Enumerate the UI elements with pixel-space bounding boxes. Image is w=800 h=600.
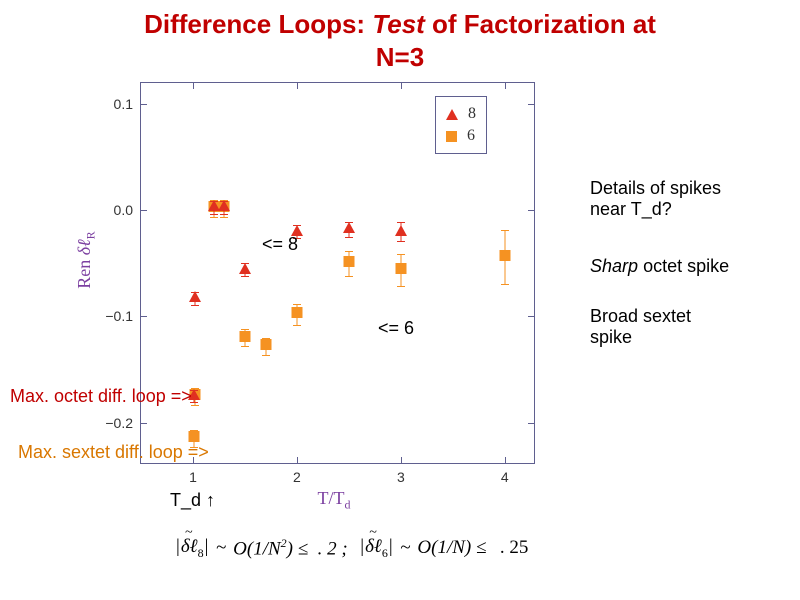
data-point-6 bbox=[395, 261, 406, 279]
data-point-6 bbox=[291, 305, 302, 323]
ytick-label: −0.2 bbox=[91, 415, 141, 431]
y-axis-label: Ren δℓR bbox=[74, 231, 99, 288]
data-point-8 bbox=[189, 289, 201, 307]
annotation-details: Details of spikes near T_d? bbox=[590, 178, 721, 220]
title-italic: Test bbox=[372, 9, 425, 39]
annotation-sharp: Sharp octet spike bbox=[590, 256, 729, 277]
formula-lhs8: δℓ8 bbox=[175, 536, 209, 561]
data-point-8 bbox=[343, 220, 355, 238]
data-point-8 bbox=[218, 198, 230, 216]
title-line2: N=3 bbox=[0, 41, 800, 74]
square-icon bbox=[446, 131, 457, 142]
ylabel-text: Ren δℓR bbox=[74, 231, 94, 288]
annotation-details-l1: Details of spikes bbox=[590, 178, 721, 199]
ytick-label: 0.1 bbox=[91, 96, 141, 112]
chart-legend: 8 6 bbox=[435, 96, 487, 154]
xtick-label: 1 bbox=[178, 463, 208, 485]
xtick-label: 3 bbox=[386, 463, 416, 485]
formula-final: . 25 bbox=[500, 537, 529, 559]
legend-label-6: 6 bbox=[467, 125, 475, 147]
annotation-broad-l2: spike bbox=[590, 327, 691, 348]
legend-label-8: 8 bbox=[468, 103, 476, 125]
data-point-8 bbox=[239, 261, 251, 279]
formula-lhs6: δℓ6 bbox=[359, 536, 393, 561]
xtick-label: 2 bbox=[282, 463, 312, 485]
data-point-6 bbox=[343, 254, 354, 272]
annotation-le6: <= 6 bbox=[378, 318, 414, 339]
xtick-label: 4 bbox=[490, 463, 520, 485]
annotation-max-octet: Max. octet diff. loop => bbox=[10, 386, 192, 407]
legend-row-6: 6 bbox=[446, 125, 476, 147]
data-point-6 bbox=[260, 337, 271, 355]
annotation-details-l2: near T_d? bbox=[590, 199, 721, 220]
ytick-label: 0.0 bbox=[91, 202, 141, 218]
page-title: Difference Loops: Test of Factorization … bbox=[0, 8, 800, 73]
data-point-6 bbox=[499, 248, 510, 266]
annotation-td-arrow: T_d ↑ bbox=[170, 490, 215, 511]
title-suffix: of Factorization at bbox=[425, 9, 656, 39]
formula-rhs6: O(1/N) ≤ bbox=[417, 537, 486, 559]
formula: δℓ8 ~ O(1/N2) ≤ . 2 ; δℓ6 ~ O(1/N) ≤ . 2… bbox=[175, 536, 528, 561]
data-point-8 bbox=[395, 223, 407, 241]
annotation-broad: Broad sextet spike bbox=[590, 306, 691, 348]
triangle-icon bbox=[446, 109, 458, 120]
annotation-le8: <= 8 bbox=[262, 234, 298, 255]
title-prefix: Difference Loops: bbox=[144, 9, 372, 39]
formula-rhs8: O(1/N2) ≤ . 2 ; bbox=[233, 536, 357, 560]
annotation-broad-l1: Broad sextet bbox=[590, 306, 691, 327]
data-point-6 bbox=[239, 329, 250, 347]
annotation-max-sextet: Max. sextet diff. loop => bbox=[18, 442, 209, 463]
legend-row-8: 8 bbox=[446, 103, 476, 125]
ytick-label: −0.1 bbox=[91, 308, 141, 324]
x-axis-label: T/Td bbox=[318, 488, 351, 513]
